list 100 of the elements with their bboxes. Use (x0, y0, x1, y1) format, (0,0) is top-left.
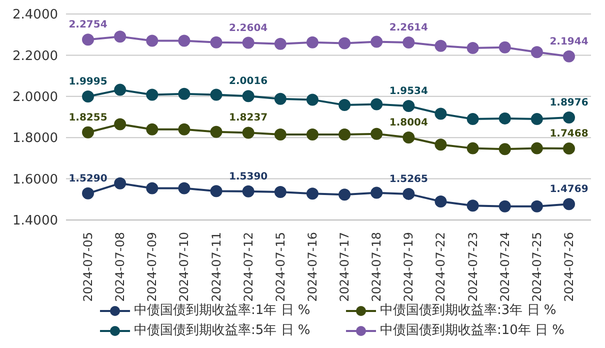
point (82, 187, 94, 200)
point (563, 198, 575, 210)
x-tick-label: 2024-07-15 (273, 232, 288, 302)
x-tick-label: 2024-07-05 (81, 232, 95, 302)
legend-label: 中债国债到期收益率:5年 日 % (134, 322, 310, 340)
point (563, 50, 575, 62)
x-tick-label: 2024-07-23 (466, 232, 480, 302)
x-tick-label: 2024-07-09 (145, 232, 160, 302)
point (178, 88, 190, 100)
y-tick-label: 2.4000 (12, 8, 58, 23)
data-label: 1.4769 (550, 184, 588, 196)
point (434, 40, 447, 52)
x-tick-label: 2024-07-25 (530, 232, 544, 302)
point (114, 84, 126, 96)
point (338, 99, 351, 112)
point (242, 36, 254, 49)
x-tick-label: 2024-07-08 (113, 232, 128, 302)
data-label: 2.2754 (68, 20, 108, 31)
point (114, 30, 126, 43)
point (210, 126, 222, 138)
point (306, 94, 318, 106)
point (530, 113, 543, 126)
point (306, 128, 318, 141)
y-tick-label: 2.0000 (12, 90, 58, 106)
point (210, 185, 222, 198)
point (146, 123, 158, 136)
point (563, 111, 575, 124)
point (210, 88, 222, 101)
point (530, 200, 543, 212)
data-label: 2.2614 (389, 22, 428, 34)
point (242, 90, 254, 102)
y-tick-label: 2.2000 (12, 48, 58, 64)
x-tick-label: 2024-07-26 (562, 232, 576, 302)
data-label: 2.1944 (550, 36, 588, 48)
point (146, 34, 158, 47)
point (274, 38, 286, 50)
y-tick-label: 1.6000 (12, 172, 58, 188)
point (242, 126, 254, 139)
point (178, 182, 190, 194)
point (82, 126, 94, 138)
point (370, 36, 383, 48)
point (402, 132, 415, 144)
x-tick-label: 2024-07-19 (402, 232, 416, 302)
legend-label: 中债国债到期收益率:10年 日 % (380, 322, 565, 340)
data-label: 1.9995 (68, 76, 108, 88)
data-label: 1.8004 (389, 118, 428, 129)
x-tick-label: 2024-07-22 (434, 232, 448, 302)
x-tick-label: 2024-07-16 (305, 232, 320, 302)
point (178, 123, 190, 136)
point (146, 182, 158, 194)
point (274, 186, 286, 198)
point (178, 34, 190, 47)
data-label: 1.8237 (229, 112, 268, 124)
point (466, 42, 479, 54)
data-label: 2.2604 (229, 22, 268, 34)
point (466, 200, 479, 212)
point (274, 92, 286, 105)
point (82, 34, 94, 46)
point (370, 128, 383, 140)
point (402, 36, 415, 49)
point (498, 200, 511, 212)
point (210, 36, 222, 48)
x-tick-label: 2024-07-11 (209, 232, 224, 302)
point (242, 185, 254, 198)
point (338, 188, 351, 201)
x-tick-label: 2024-07-10 (177, 232, 192, 302)
point (402, 188, 415, 200)
legend-label: 中债国债到期收益率:1年 日 % (134, 302, 310, 320)
point (563, 142, 575, 155)
point (498, 143, 511, 156)
legend-label: 中债国债到期收益率:3年 日 % (380, 302, 556, 320)
point (402, 100, 415, 112)
data-label: 1.7468 (550, 128, 588, 140)
x-tick-label: 2024-07-24 (498, 232, 512, 302)
point (274, 128, 286, 141)
point (370, 98, 383, 110)
point (146, 88, 158, 101)
point (114, 118, 126, 130)
data-label: 1.9534 (389, 86, 428, 97)
point (498, 41, 511, 54)
x-tick-label: 2024-07-12 (241, 232, 256, 302)
point (434, 195, 447, 208)
x-tick-label: 2024-07-17 (338, 232, 352, 302)
data-label: 2.0016 (229, 76, 268, 88)
y-tick-label: 1.4000 (12, 214, 58, 229)
point (434, 138, 447, 151)
data-label: 1.5290 (68, 173, 108, 184)
point (338, 37, 351, 50)
point (530, 142, 543, 154)
point (306, 188, 318, 200)
point (530, 46, 543, 58)
point (82, 90, 94, 103)
y-tick-label: 1.8000 (12, 131, 58, 146)
point (434, 108, 447, 120)
point (370, 186, 383, 199)
x-tick-label: 2024-07-18 (370, 232, 384, 302)
data-label: 1.8255 (68, 112, 108, 124)
point (498, 112, 511, 124)
data-label: 1.5390 (229, 171, 268, 182)
point (114, 177, 126, 190)
